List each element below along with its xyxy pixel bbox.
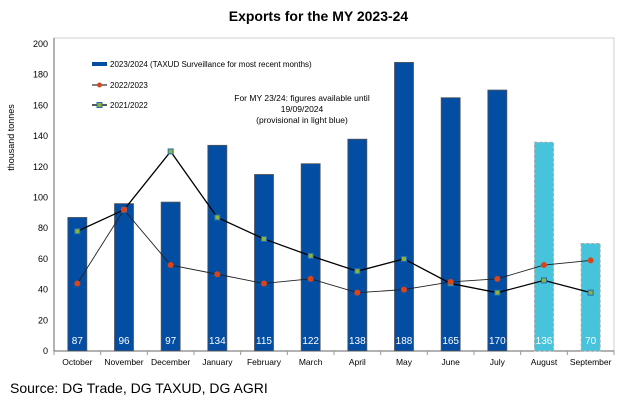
bar-value-label: 170 <box>489 336 506 347</box>
bar-value-label: 70 <box>585 336 597 347</box>
series-line-2022-2023 <box>76 209 591 294</box>
bar-value-label: 87 <box>72 336 84 347</box>
point-2021-2022 <box>541 277 547 284</box>
y-tick-label: 120 <box>33 162 48 172</box>
y-tick-label: 0 <box>43 346 48 356</box>
y-tick-label: 40 <box>38 285 48 295</box>
legend-swatch-2023-2024 <box>92 62 107 66</box>
x-tick-label: July <box>490 357 506 367</box>
x-tick-label: September <box>570 357 612 367</box>
x-tick-label: December <box>151 357 190 367</box>
x-tick-label: August <box>531 357 558 367</box>
bar <box>487 89 508 352</box>
point-2022-2023 <box>447 278 454 285</box>
chart-title: Exports for the MY 2023-24 <box>228 8 409 24</box>
point-2022-2023 <box>167 262 174 269</box>
y-tick-label: 80 <box>38 223 48 233</box>
x-tick-label: November <box>104 357 143 367</box>
legend-marker-2021-2022 <box>96 102 103 108</box>
bar-value-label: 136 <box>536 336 553 347</box>
point-2022-2023 <box>307 275 314 282</box>
point-2022-2023 <box>541 262 547 269</box>
bar <box>254 174 274 352</box>
annotation-line: (provisional in light blue) <box>256 115 348 125</box>
y-tick-label: 160 <box>33 100 48 110</box>
bar-value-label: 165 <box>442 336 459 347</box>
point-2021-2022 <box>401 255 407 262</box>
y-tick-label: 60 <box>38 254 48 264</box>
bar <box>207 144 228 352</box>
point-2021-2022 <box>354 268 361 275</box>
bar <box>347 138 368 352</box>
point-2021-2022 <box>167 148 174 155</box>
bar-value-label: 97 <box>165 336 177 347</box>
point-2021-2022 <box>307 252 314 259</box>
bar <box>580 243 601 352</box>
x-tick-label: October <box>62 357 92 367</box>
point-2022-2023 <box>261 280 267 287</box>
point-2022-2023 <box>121 206 127 213</box>
bar <box>440 97 461 352</box>
point-2021-2022 <box>587 289 594 296</box>
point-2021-2022 <box>261 235 267 242</box>
point-2022-2023 <box>401 286 407 293</box>
point-2022-2023 <box>354 289 361 296</box>
source-note: Source: DG Trade, DG TAXUD, DG AGRI <box>10 380 268 396</box>
bar <box>534 141 554 352</box>
bar-value-label: 134 <box>209 336 226 347</box>
bar <box>160 201 181 352</box>
bar-value-label: 188 <box>396 336 413 347</box>
y-tick-label: 140 <box>33 131 48 141</box>
point-2022-2023 <box>587 257 594 264</box>
bar-value-label: 115 <box>256 336 272 347</box>
y-axis-label: thousand tonnes <box>6 104 16 171</box>
x-tick-label: March <box>299 357 323 367</box>
annotation-line: For MY 23/24: figures available until <box>234 93 370 103</box>
x-tick-label: May <box>396 357 413 367</box>
y-tick-label: 200 <box>33 39 48 49</box>
bar-value-label: 138 <box>349 336 366 347</box>
y-tick-label: 20 <box>38 315 48 325</box>
x-tick-label: June <box>441 357 460 367</box>
bar-value-label: 96 <box>118 336 130 347</box>
series-line-2021-2022 <box>77 150 591 294</box>
point-2021-2022 <box>74 228 81 235</box>
y-tick-label: 180 <box>33 70 48 80</box>
point-2022-2023 <box>74 280 81 287</box>
bar <box>114 203 134 352</box>
annotation-line: 19/09/2024 <box>281 104 324 114</box>
legend-label-2021-2022: 2021/2022 <box>110 101 148 110</box>
point-2021-2022 <box>494 289 501 296</box>
x-tick-label: January <box>202 357 233 367</box>
chart-svg: 0 20 40 60 80 100 120 140 160 180 200 thousand tonn… <box>6 37 615 367</box>
x-tick-label: February <box>247 357 282 367</box>
x-tick-label: April <box>349 357 366 367</box>
point-2021-2022 <box>214 214 221 221</box>
bar-value-label: 122 <box>302 336 319 347</box>
y-tick-label: 100 <box>33 193 48 203</box>
point-2022-2023 <box>214 271 221 278</box>
legend-label-2023-2024: 2023/2024 (TAXUD Surveillance for most r… <box>110 60 312 69</box>
legend-label-2022-2023: 2022/2023 <box>110 81 148 90</box>
point-2022-2023 <box>494 275 501 282</box>
bar <box>394 62 414 352</box>
legend-marker-2022-2023 <box>97 82 102 88</box>
